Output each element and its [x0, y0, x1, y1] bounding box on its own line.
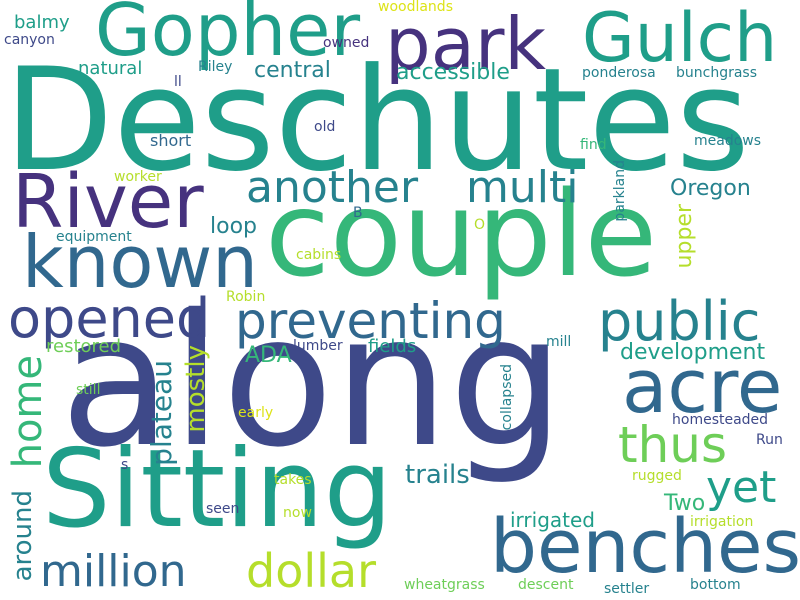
word-rugged: rugged — [632, 468, 682, 484]
word-bunchgrass: bunchgrass — [676, 65, 758, 81]
word-oregon: Oregon — [670, 176, 751, 201]
word-owned: owned — [323, 35, 370, 51]
word-irrigated: irrigated — [510, 508, 595, 532]
word-loop: loop — [210, 214, 257, 239]
word-ponderosa: ponderosa — [582, 65, 656, 81]
word-bottom: bottom — [690, 577, 741, 593]
word-s: s — [121, 457, 129, 473]
word-known: known — [22, 220, 258, 304]
word-early: early — [238, 405, 274, 421]
word-thus: thus — [618, 416, 728, 474]
word-acre: acre — [622, 344, 783, 430]
word-plateau: plateau — [145, 360, 178, 466]
word-b: B — [353, 205, 363, 221]
word-robin: Robin — [226, 289, 266, 305]
word-balmy: balmy — [14, 12, 70, 33]
word-sitting: Sitting — [42, 427, 393, 552]
word-opened: opened — [8, 287, 211, 350]
word-home: home — [5, 355, 51, 469]
word-lumber: lumber — [293, 338, 343, 354]
word-o: O — [474, 217, 486, 233]
word-multi: multi — [466, 162, 579, 213]
word-meadows: meadows — [694, 133, 762, 149]
word-along: along — [60, 275, 565, 487]
word-ll: ll — [174, 74, 182, 90]
word-run: Run — [756, 432, 783, 448]
word-irrigation: irrigation — [690, 514, 754, 530]
word-around: around — [8, 490, 38, 582]
word-mostly: mostly — [181, 345, 211, 433]
word-trails: trails — [405, 460, 470, 490]
word-riley: Riley — [198, 59, 233, 75]
word-two: Two — [664, 491, 706, 516]
word-mill: mill — [546, 334, 572, 350]
word-find: find — [580, 137, 607, 153]
word-takes: takes — [274, 472, 312, 488]
word-wheatgrass: wheatgrass — [404, 577, 485, 593]
word-accessible: accessible — [396, 60, 510, 85]
word-woodlands: woodlands — [378, 0, 453, 15]
word-now: now — [283, 505, 312, 521]
word-old: old — [314, 119, 336, 135]
word-preventing: preventing — [235, 292, 506, 350]
word-development: development — [620, 340, 766, 365]
word-fields: fields — [368, 336, 417, 357]
word-equipment: equipment — [56, 229, 132, 245]
word-seen: seen — [206, 501, 240, 517]
word-river: River — [12, 159, 204, 245]
word-gopher: Gopher — [95, 0, 361, 72]
word-parkland: parkland — [612, 160, 628, 222]
word-cabins: cabins — [296, 247, 342, 263]
word-settler: settler — [604, 581, 650, 597]
word-upper: upper — [672, 204, 697, 269]
word-gulch: Gulch — [582, 0, 778, 78]
word-central: central — [254, 58, 331, 83]
word-couple: couple — [265, 165, 658, 303]
word-still: still — [76, 382, 101, 398]
word-million: million — [40, 546, 187, 597]
word-descent: descent — [518, 577, 574, 593]
word-worker: worker — [114, 169, 162, 185]
word-ada: ADA — [245, 343, 292, 368]
word-homesteaded: homesteaded — [672, 412, 769, 428]
word-public: public — [598, 290, 761, 353]
word-benches: benches — [490, 504, 800, 590]
word-natural: natural — [78, 58, 143, 79]
word-another: another — [246, 162, 419, 213]
word-short: short — [150, 131, 192, 150]
word-collapsed: collapsed — [499, 364, 515, 431]
word-canyon: canyon — [4, 32, 55, 48]
word-park: park — [385, 2, 547, 86]
word-dollar: dollar — [246, 544, 377, 598]
word-restored: restored — [46, 336, 122, 357]
word-yet: yet — [706, 462, 777, 513]
word-deschutes: Deschutes — [4, 38, 750, 203]
